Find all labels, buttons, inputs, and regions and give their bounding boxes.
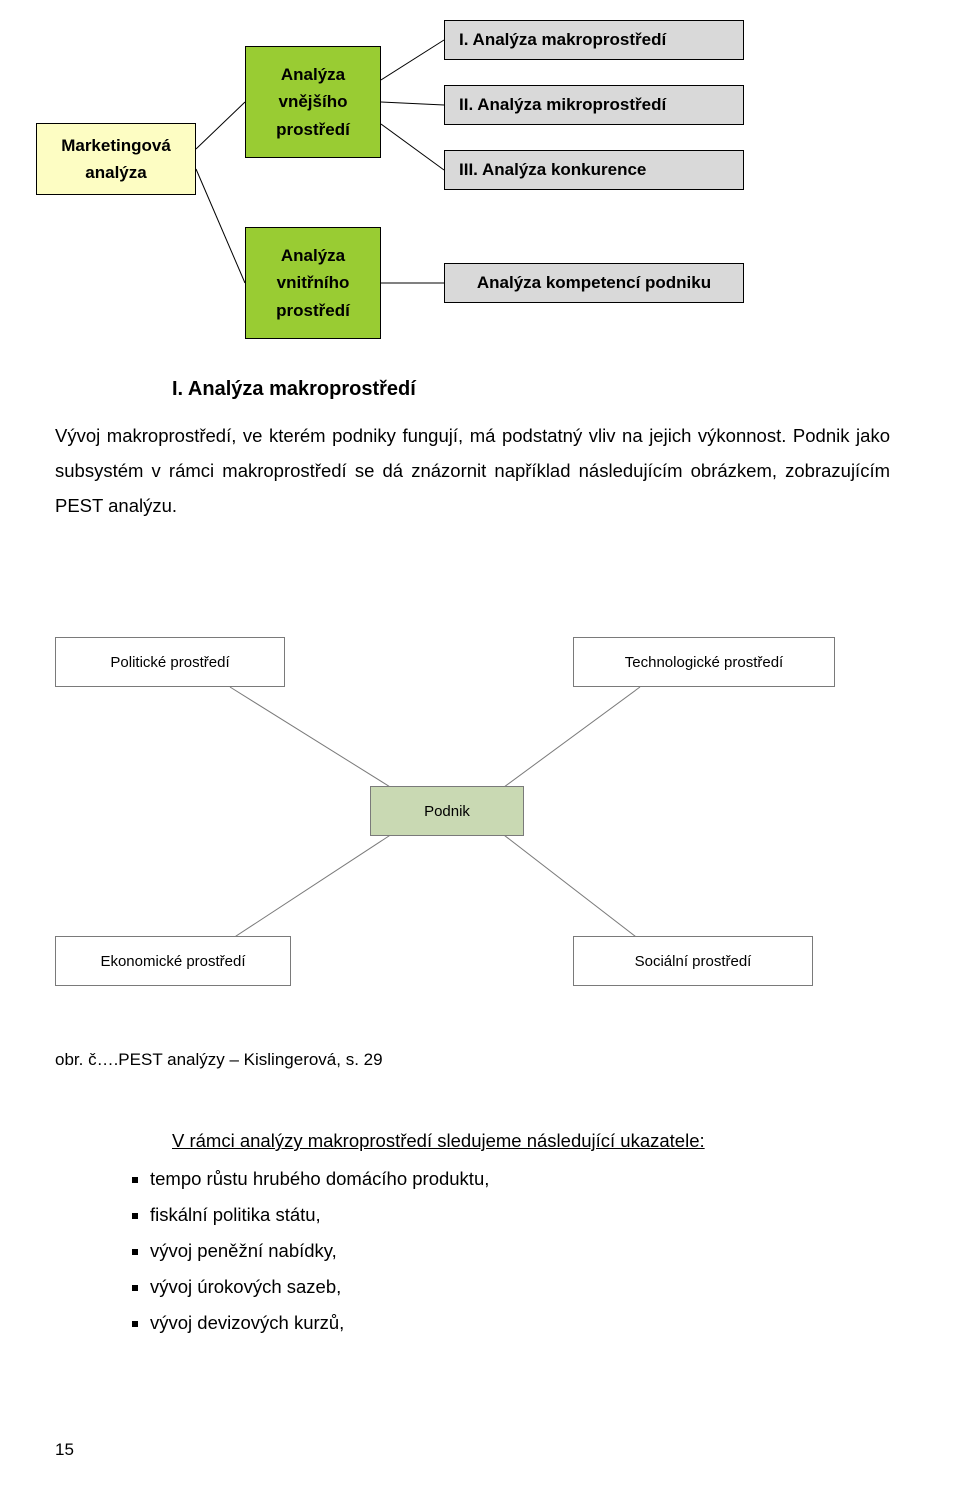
text: Sociální prostředí [635, 953, 752, 970]
text: Podnik [424, 803, 470, 820]
bullet-item: vývoj devizových kurzů, [150, 1312, 489, 1334]
bullet-item: vývoj úrokových sazeb, [150, 1276, 489, 1298]
text: Analýza [281, 242, 345, 269]
text: I. Analýza makroprostředí [459, 30, 666, 50]
bullet-list: tempo růstu hrubého domácího produktu, fi… [110, 1168, 489, 1348]
paragraph: Vývoj makroprostředí, ve kterém podniky … [55, 418, 890, 523]
box-marketing-analyza: Marketingová analýza [36, 123, 196, 195]
page-number: 15 [55, 1440, 74, 1460]
text: II. Analýza mikroprostředí [459, 95, 666, 115]
section-heading: I. Analýza makroprostředí [172, 378, 416, 401]
text: vnějšího [279, 88, 348, 115]
text: Analýza kompetencí podniku [477, 273, 711, 293]
box-konkurence: III. Analýza konkurence [444, 150, 744, 190]
text: Technologické prostředí [625, 654, 783, 671]
box-mikroprostredi: II. Analýza mikroprostředí [444, 85, 744, 125]
bullet-item: tempo růstu hrubého domácího produktu, [150, 1168, 489, 1190]
pest-technologicke: Technologické prostředí [573, 637, 835, 687]
text: analýza [85, 159, 146, 186]
text: Marketingová [61, 132, 171, 159]
box-vnejsi-prostredi: Analýza vnějšího prostředí [245, 46, 381, 158]
box-vnitrni-prostredi: Analýza vnitřního prostředí [245, 227, 381, 339]
page-root: Marketingová analýza Analýza vnějšího pr… [0, 0, 960, 1487]
text: prostředí [276, 297, 350, 324]
bullet-item: fiskální politika státu, [150, 1204, 489, 1226]
text: Analýza [281, 61, 345, 88]
pest-socialni: Sociální prostředí [573, 936, 813, 986]
text: prostředí [276, 116, 350, 143]
pest-podnik: Podnik [370, 786, 524, 836]
bullet-item: vývoj peněžní nabídky, [150, 1240, 489, 1262]
box-makroprostredi: I. Analýza makroprostředí [444, 20, 744, 60]
subheading: V rámci analýzy makroprostředí sledujeme… [172, 1130, 705, 1152]
text: Politické prostředí [110, 654, 229, 671]
text: Ekonomické prostředí [100, 953, 245, 970]
text: III. Analýza konkurence [459, 160, 646, 180]
text: vnitřního [277, 269, 350, 296]
pest-politicke: Politické prostředí [55, 637, 285, 687]
pest-ekonomicke: Ekonomické prostředí [55, 936, 291, 986]
figure-caption: obr. č….PEST analýzy – Kislingerová, s. … [55, 1050, 383, 1070]
box-kompetence: Analýza kompetencí podniku [444, 263, 744, 303]
